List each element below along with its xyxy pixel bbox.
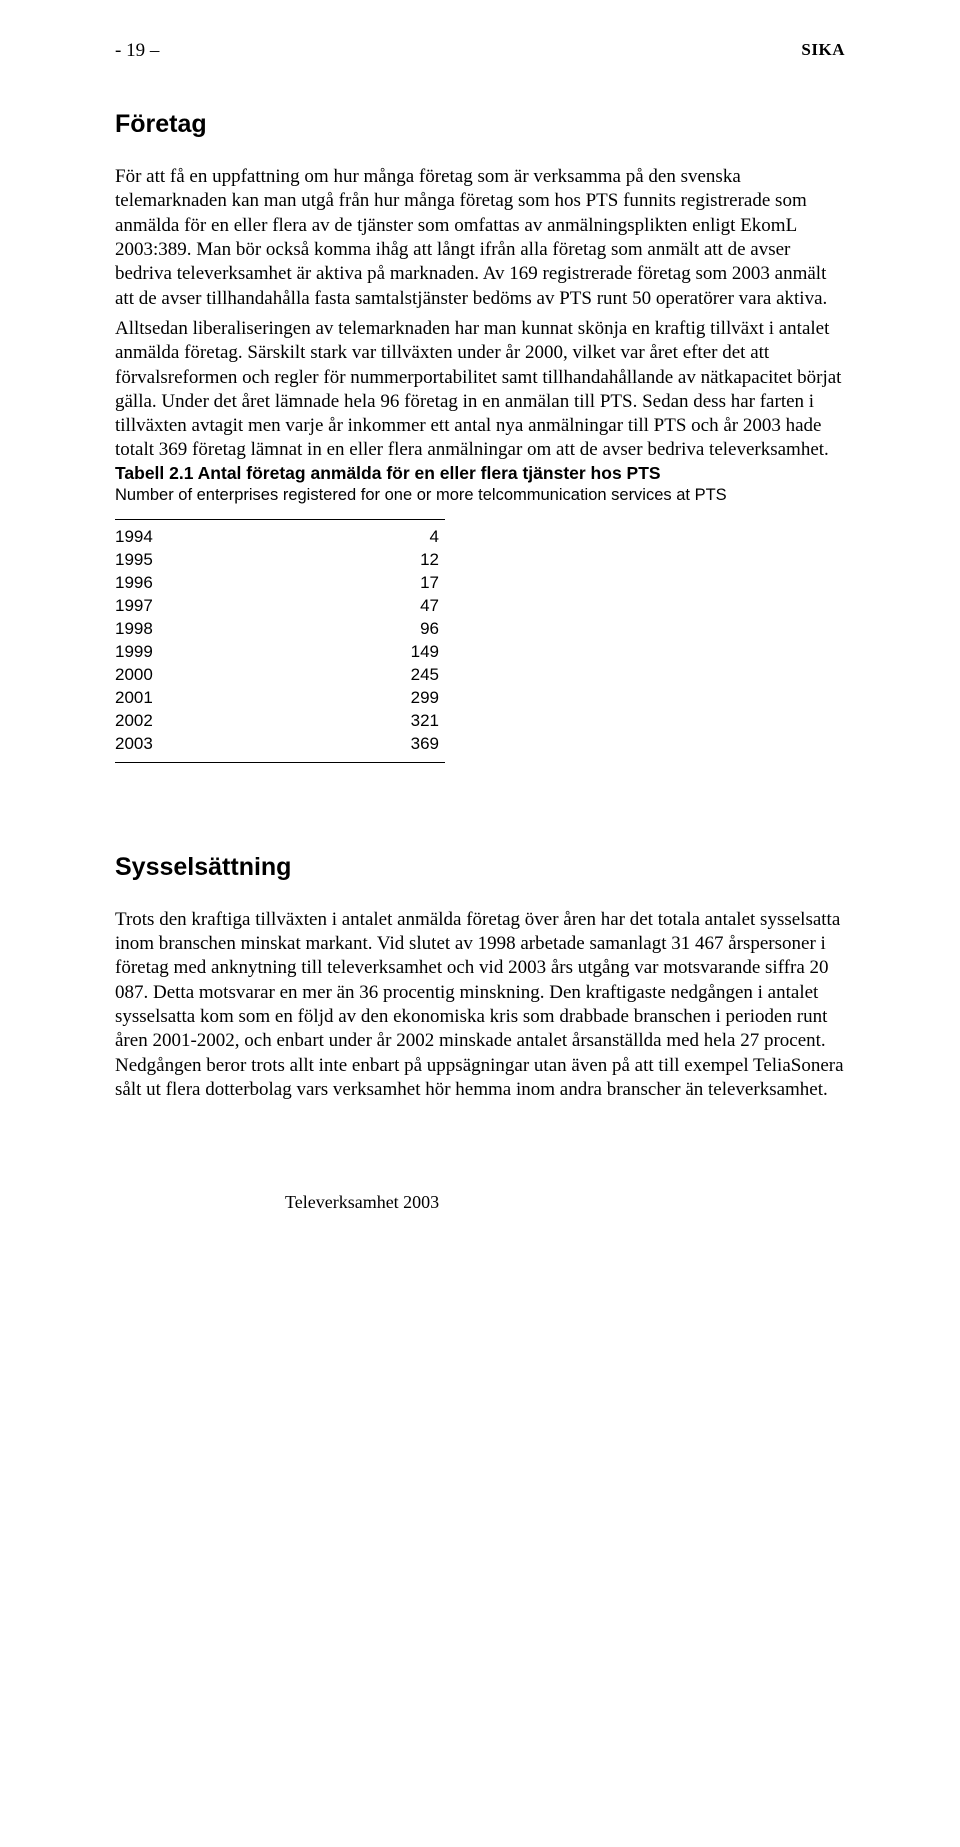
document-page: - 19 – SIKA Företag För att få en uppfat… (0, 0, 960, 1273)
cell-value: 299 (280, 687, 445, 710)
sika-label: SIKA (801, 40, 845, 62)
cell-value: 17 (280, 572, 445, 595)
cell-value: 149 (280, 641, 445, 664)
table-subtitle: Number of enterprises registered for one… (115, 486, 845, 505)
table-row: 199747 (115, 595, 445, 618)
paragraph: Alltsedan liberaliseringen av telemarkna… (115, 317, 845, 463)
enterprise-table: 1994419951219961719974719989619991492000… (115, 519, 445, 763)
table-row: 2003369 (115, 733, 445, 756)
table-row: 1999149 (115, 641, 445, 664)
cell-year: 2002 (115, 710, 280, 733)
section-heading-foretag: Företag (115, 110, 845, 139)
table-row: 19944 (115, 526, 445, 549)
cell-value: 245 (280, 664, 445, 687)
cell-year: 1996 (115, 572, 280, 595)
table-row: 2001299 (115, 687, 445, 710)
table-row: 199512 (115, 549, 445, 572)
page-number: - 19 – (115, 40, 159, 62)
paragraph: För att få en uppfattning om hur många f… (115, 165, 845, 311)
cell-year: 1997 (115, 595, 280, 618)
cell-value: 47 (280, 595, 445, 618)
cell-year: 1994 (115, 526, 280, 549)
cell-value: 12 (280, 549, 445, 572)
table-body: 1994419951219961719974719989619991492000… (115, 526, 445, 756)
cell-year: 2003 (115, 733, 280, 756)
table-row: 2000245 (115, 664, 445, 687)
table-title: Tabell 2.1 Antal företag anmälda för en … (115, 463, 845, 484)
cell-value: 369 (280, 733, 445, 756)
cell-value: 4 (280, 526, 445, 549)
cell-year: 2001 (115, 687, 280, 710)
table-row: 199896 (115, 618, 445, 641)
cell-value: 96 (280, 618, 445, 641)
cell-year: 1998 (115, 618, 280, 641)
cell-year: 1995 (115, 549, 280, 572)
cell-year: 2000 (115, 664, 280, 687)
section-heading-sysselsattning: Sysselsättning (115, 853, 845, 882)
table-row: 2002321 (115, 710, 445, 733)
footer: Televerksamhet 2003 (285, 1192, 845, 1213)
cell-year: 1999 (115, 641, 280, 664)
table-row: 199617 (115, 572, 445, 595)
cell-value: 321 (280, 710, 445, 733)
page-header: - 19 – SIKA (115, 40, 845, 62)
paragraph: Trots den kraftiga tillväxten i antalet … (115, 908, 845, 1103)
